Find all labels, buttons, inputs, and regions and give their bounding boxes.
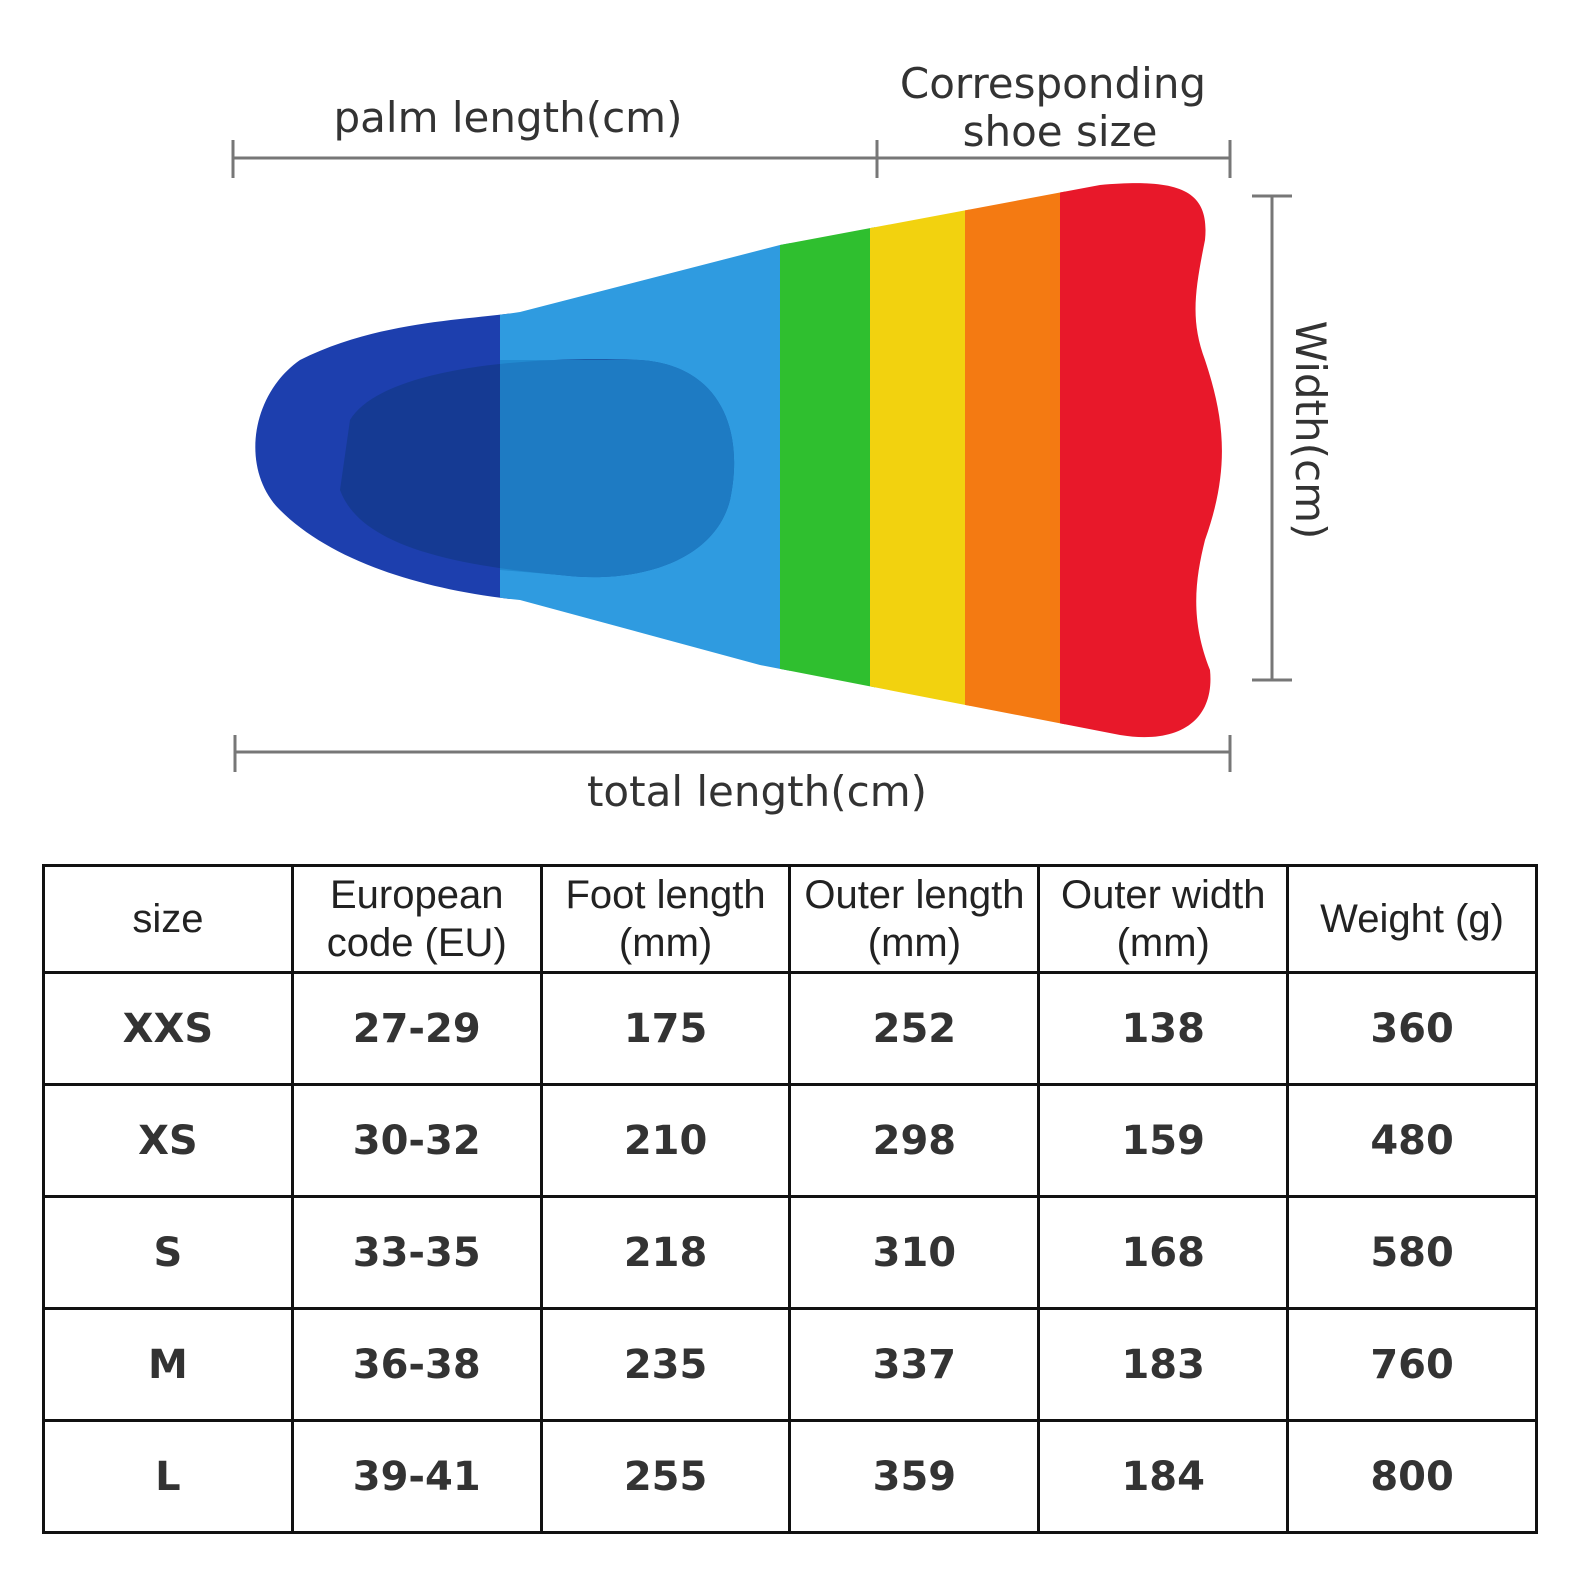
header-cell: Outer length (mm) <box>788 864 1041 974</box>
table-cell: 39-41 <box>290 1419 543 1534</box>
table-cell: 760 <box>1286 1307 1538 1422</box>
table-cell: 360 <box>1286 971 1538 1086</box>
table-cell: 310 <box>788 1195 1041 1310</box>
table-cell: 184 <box>1037 1419 1290 1534</box>
table-cell: M <box>42 1307 294 1422</box>
table-cell: 36-38 <box>290 1307 543 1422</box>
header-text: European <box>330 873 504 917</box>
fin <box>255 183 1222 738</box>
table-cell: 298 <box>788 1083 1041 1198</box>
header-cell: size <box>42 864 294 974</box>
dimension-lines <box>231 140 1292 772</box>
table-cell: 138 <box>1037 971 1290 1086</box>
table-cell: 337 <box>788 1307 1041 1422</box>
header-text: (mm) <box>618 921 713 965</box>
table-cell: L <box>42 1419 294 1534</box>
header-text: (mm) <box>867 921 962 965</box>
table-row: M 36-38 235 337 183 760 <box>42 1307 1538 1422</box>
table-row: L 39-41 255 359 184 800 <box>42 1419 1538 1534</box>
header-cell: Weight (g) <box>1286 864 1538 974</box>
header-text: size <box>132 897 204 941</box>
header-text: code (EU) <box>326 921 507 965</box>
table-cell: 33-35 <box>290 1195 543 1310</box>
table-cell: 210 <box>539 1083 792 1198</box>
table-cell: 235 <box>539 1307 792 1422</box>
palm-length-label: palm length(cm) <box>334 93 683 142</box>
header-text: (mm) <box>1116 921 1210 965</box>
table-cell: 218 <box>539 1195 792 1310</box>
table-cell: 183 <box>1037 1307 1290 1422</box>
table-cell: 580 <box>1286 1195 1538 1310</box>
header-cell: European code (EU) <box>290 864 543 974</box>
table-cell: 255 <box>539 1419 792 1534</box>
header-cell: Foot length (mm) <box>539 864 792 974</box>
table-cell: 359 <box>788 1419 1041 1534</box>
header-text: Weight (g) <box>1320 897 1504 941</box>
width-label: Width(cm) <box>1286 321 1335 540</box>
header-text: Outer length <box>804 873 1025 917</box>
table-cell: 252 <box>788 971 1041 1086</box>
header-text: Foot length <box>565 873 766 917</box>
table-cell: S <box>42 1195 294 1310</box>
table-row: XS 30-32 210 298 159 480 <box>42 1083 1538 1198</box>
table-cell: 168 <box>1037 1195 1290 1310</box>
total-length-label: total length(cm) <box>587 767 927 816</box>
table-cell: 27-29 <box>290 971 543 1086</box>
table-cell: XS <box>42 1083 294 1198</box>
table-cell: 480 <box>1286 1083 1538 1198</box>
table-cell: 30-32 <box>290 1083 543 1198</box>
table-cell: 175 <box>539 971 792 1086</box>
table-row: S 33-35 218 310 168 580 <box>42 1195 1538 1310</box>
header-text: Outer width <box>1060 873 1266 917</box>
fin-diagram: palm length(cm) Corresponding shoe size … <box>231 59 1335 816</box>
table-row: XXS 27-29 175 252 138 360 <box>42 971 1538 1086</box>
table-cell: 800 <box>1286 1419 1538 1534</box>
table-cell: XXS <box>42 971 294 1086</box>
shoe-size-label: Corresponding <box>900 59 1206 108</box>
header-cell: Outer width (mm) <box>1037 864 1290 974</box>
table-cell: 159 <box>1037 1083 1290 1198</box>
size-table: size European code (EU) Foot length (mm) Oute… <box>42 864 1538 1534</box>
header-row: size European code (EU) Foot length (mm) Oute… <box>42 864 1538 974</box>
shoe-size-label: shoe size <box>963 107 1158 156</box>
